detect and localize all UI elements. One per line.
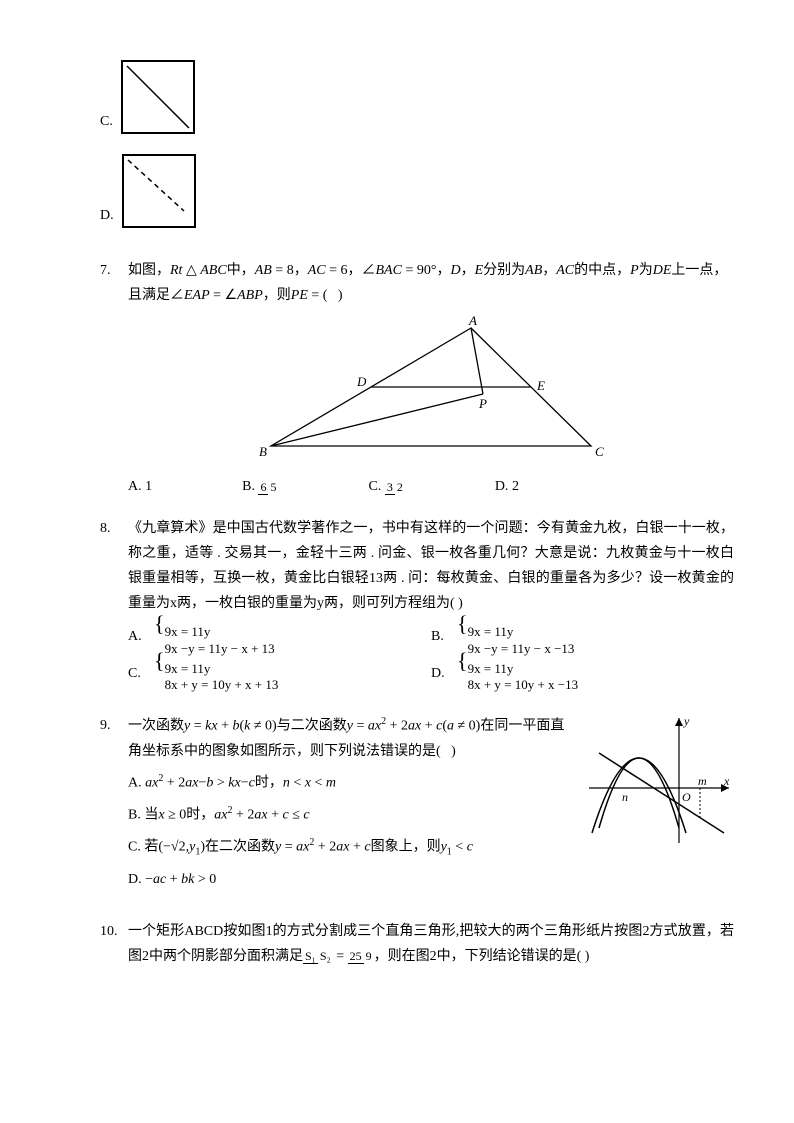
q9-text: 一次函数y = kx + b(k ≠ 0)与二次函数y = ax2 + 2ax … bbox=[128, 713, 574, 764]
q8-choice-d[interactable]: D.{9x = 11y8x + y = 10y + x −13 bbox=[431, 661, 734, 694]
q7-choices: A. 1 B. 65 C. 32 D. 2 bbox=[128, 474, 734, 499]
svg-text:O: O bbox=[682, 790, 691, 804]
q9-choice-d[interactable]: D. −ac + bk > 0 bbox=[128, 867, 574, 892]
svg-text:n: n bbox=[622, 790, 628, 804]
opt-d-label: D. bbox=[100, 203, 114, 228]
question-9: 9. 一次函数y = kx + b(k ≠ 0)与二次函数y = ax2 + 2… bbox=[100, 713, 734, 898]
svg-text:x: x bbox=[723, 774, 730, 788]
q6-options: C. D. bbox=[100, 60, 734, 228]
q8-choice-a[interactable]: A.{9x = 11y9x −y = 11y − x + 13 bbox=[128, 624, 431, 657]
svg-text:D: D bbox=[356, 374, 367, 389]
q9-graph: x y O n m bbox=[584, 713, 734, 853]
svg-text:m: m bbox=[698, 774, 707, 788]
q7-choice-d[interactable]: D. 2 bbox=[495, 474, 519, 499]
q10-num: 10. bbox=[100, 919, 128, 969]
q8-choice-c[interactable]: C.{9x = 11y8x + y = 10y + x + 13 bbox=[128, 661, 431, 694]
q8-num: 8. bbox=[100, 516, 128, 698]
svg-text:C: C bbox=[595, 444, 604, 459]
svg-text:P: P bbox=[478, 396, 487, 411]
q9-choice-a[interactable]: A. ax2 + 2ax−b > kx−c时，n < x < m bbox=[128, 770, 574, 796]
svg-text:E: E bbox=[536, 378, 545, 393]
q7-text: 如图，Rt △ ABC中，AB = 8，AC = 6，∠BAC = 90°，D，… bbox=[128, 258, 734, 308]
question-7: 7. 如图，Rt △ ABC中，AB = 8，AC = 6，∠BAC = 90°… bbox=[100, 258, 734, 500]
q8-text: 《九章算术》是中国古代数学著作之一，书中有这样的一个问题：今有黄金九枚，白银一十… bbox=[128, 516, 734, 617]
svg-text:B: B bbox=[259, 444, 267, 459]
q7-choice-b[interactable]: B. 65 bbox=[242, 474, 278, 499]
q9-choice-c[interactable]: C. 若(−√2,y1)在二次函数y = ax2 + 2ax + c图象上，则y… bbox=[128, 834, 574, 861]
q9-choice-b[interactable]: B. 当x ≥ 0时，ax2 + 2ax + c ≤ c bbox=[128, 802, 574, 828]
opt-c-label: C. bbox=[100, 109, 113, 134]
q8-choices: A.{9x = 11y9x −y = 11y − x + 13 B.{9x = … bbox=[128, 624, 734, 697]
q8-choice-b[interactable]: B.{9x = 11y9x −y = 11y − x −13 bbox=[431, 624, 734, 657]
opt-c-diagram bbox=[121, 60, 195, 134]
q7-diagram: A B C D E P bbox=[241, 316, 621, 466]
question-10: 10. 一个矩形ABCD按如图1的方式分割成三个直角三角形,把较大的两个三角形纸… bbox=[100, 919, 734, 969]
question-8: 8. 《九章算术》是中国古代数学著作之一，书中有这样的一个问题：今有黄金九枚，白… bbox=[100, 516, 734, 698]
q7-choice-a[interactable]: A. 1 bbox=[128, 474, 152, 499]
svg-text:y: y bbox=[683, 714, 690, 728]
q7-num: 7. bbox=[100, 258, 128, 500]
q10-text: 一个矩形ABCD按如图1的方式分割成三个直角三角形,把较大的两个三角形纸片按图2… bbox=[128, 919, 734, 969]
q9-choices: A. ax2 + 2ax−b > kx−c时，n < x < m B. 当x ≥… bbox=[128, 770, 574, 892]
opt-d-diagram bbox=[122, 154, 196, 228]
svg-text:A: A bbox=[468, 316, 477, 328]
q7-choice-c[interactable]: C. 32 bbox=[368, 474, 404, 499]
q9-num: 9. bbox=[100, 713, 128, 898]
